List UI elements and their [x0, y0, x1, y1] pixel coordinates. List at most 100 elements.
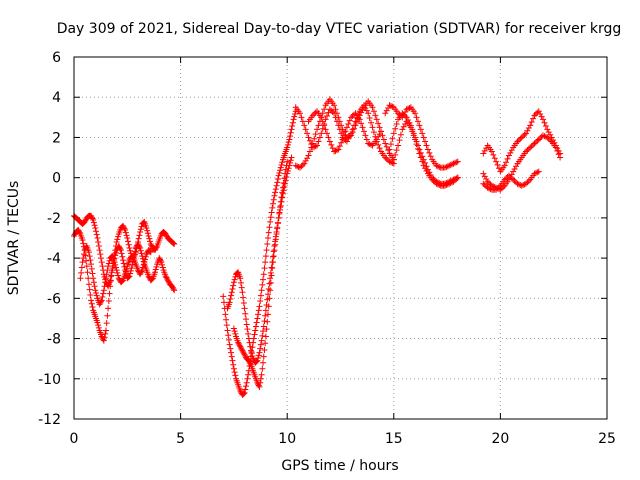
- data-point: [141, 259, 148, 266]
- data-point: [365, 110, 372, 117]
- data-point: [393, 147, 400, 154]
- y-tick-label: 6: [52, 50, 61, 66]
- data-point: [375, 133, 382, 140]
- data-point: [306, 137, 313, 144]
- data-point: [503, 175, 510, 182]
- data-point: [83, 257, 90, 264]
- data-point: [113, 267, 120, 274]
- data-point: [343, 124, 350, 131]
- data-point: [402, 112, 409, 119]
- data-point: [274, 176, 281, 183]
- data-point: [75, 228, 82, 235]
- data-point: [156, 255, 163, 262]
- data-point: [513, 163, 520, 170]
- data-point: [138, 250, 145, 257]
- data-point: [241, 351, 248, 358]
- data-point: [254, 315, 261, 322]
- data-point: [122, 268, 129, 275]
- data-point: [422, 159, 429, 166]
- data-point: [503, 159, 510, 166]
- data-point: [136, 232, 143, 239]
- data-point: [107, 277, 114, 284]
- data-point: [230, 365, 237, 372]
- data-point: [518, 134, 525, 141]
- data-point: [137, 245, 144, 252]
- data-point: [436, 182, 443, 189]
- data-point: [147, 241, 154, 248]
- data-point: [247, 343, 254, 350]
- data-point: [348, 114, 355, 121]
- data-point: [123, 265, 130, 272]
- data-point: [227, 296, 234, 303]
- data-point: [444, 181, 451, 188]
- data-point: [261, 346, 268, 353]
- data-point: [349, 129, 356, 136]
- data-point: [528, 119, 535, 126]
- data-point: [262, 312, 269, 319]
- data-point: [264, 241, 271, 248]
- data-point: [525, 125, 532, 132]
- data-point: [301, 122, 308, 129]
- data-point: [451, 177, 458, 184]
- data-point: [93, 292, 100, 299]
- data-point: [262, 340, 269, 347]
- data-point: [267, 214, 274, 221]
- data-point: [112, 261, 119, 268]
- data-point: [434, 181, 441, 188]
- data-point: [380, 136, 387, 143]
- data-point: [271, 247, 278, 254]
- data-point: [240, 348, 247, 355]
- data-point: [92, 224, 99, 231]
- data-point: [88, 214, 95, 221]
- data-point: [312, 109, 319, 116]
- data-point: [252, 359, 259, 366]
- data-point: [269, 253, 276, 260]
- data-point: [239, 289, 246, 296]
- data-point: [419, 158, 426, 165]
- plot-frame: [73, 56, 608, 420]
- data-point: [419, 130, 426, 137]
- data-point: [225, 332, 232, 339]
- data-point: [299, 161, 306, 168]
- data-point: [267, 279, 274, 286]
- data-point: [137, 228, 144, 235]
- data-point: [133, 245, 140, 252]
- data-point: [243, 321, 250, 328]
- data-point: [123, 232, 130, 239]
- data-point: [235, 339, 242, 346]
- data-point: [261, 265, 268, 272]
- data-points: [71, 96, 564, 398]
- data-point: [390, 130, 397, 137]
- data-point: [88, 212, 95, 219]
- data-point: [318, 114, 325, 121]
- data-point: [534, 109, 541, 116]
- data-point: [89, 270, 96, 277]
- data-point: [490, 151, 497, 158]
- data-point: [223, 316, 230, 323]
- data-point: [247, 360, 254, 367]
- data-point: [295, 163, 302, 170]
- data-point: [100, 290, 107, 297]
- data-point: [100, 287, 107, 294]
- data-point: [98, 333, 105, 340]
- data-point: [531, 112, 538, 119]
- data-point: [296, 164, 303, 171]
- data-point: [124, 235, 131, 241]
- data-point: [386, 102, 393, 109]
- data-point: [417, 126, 424, 133]
- data-point: [436, 163, 443, 170]
- data-point: [292, 110, 299, 117]
- data-point: [106, 257, 113, 264]
- data-point: [298, 114, 305, 121]
- data-point: [392, 151, 399, 158]
- data-point: [231, 369, 238, 376]
- data-point: [376, 145, 383, 152]
- data-point: [481, 182, 488, 189]
- data-point: [443, 182, 450, 189]
- data-point: [254, 357, 261, 364]
- data-point: [518, 182, 525, 189]
- data-point: [487, 186, 494, 193]
- data-point: [245, 335, 252, 342]
- data-point: [88, 261, 95, 268]
- data-point: [382, 154, 389, 161]
